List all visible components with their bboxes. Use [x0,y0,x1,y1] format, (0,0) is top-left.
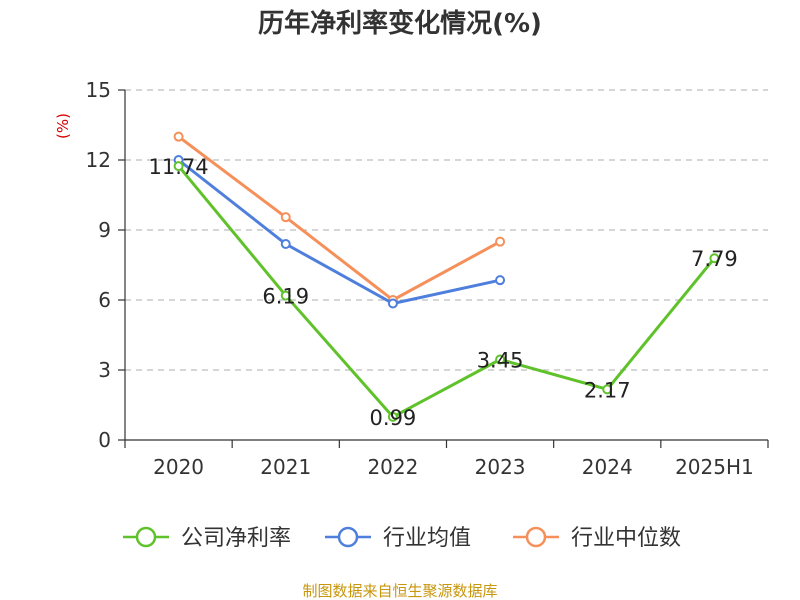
data-point [280,212,291,223]
y-tick-label: 6 [98,288,111,312]
data-point [280,239,291,249]
data-label: 11.74 [149,155,209,179]
legend-label: 行业中位数 [571,526,681,551]
y-tick-label: 9 [98,218,111,242]
x-tick-label: 2024 [582,455,633,479]
data-label: 6.19 [262,285,309,309]
legend: 公司净利率 行业均值 行业中位数 [123,526,681,551]
data-point [602,384,613,395]
y-tick-label: 0 [98,428,111,452]
y-tick-label: 15 [86,78,111,102]
series-line [177,165,716,419]
data-point [280,290,291,301]
y-tick-label: 12 [86,148,111,172]
data-point [387,411,398,422]
data-label: 0.99 [370,406,417,430]
x-tick-label: 2025H1 [675,455,754,479]
x-tick-label: 2023 [475,455,526,479]
data-point [709,253,720,264]
x-tick-label: 2021 [260,455,311,479]
legend-marker [135,526,157,548]
x-tick-label: 2022 [367,455,418,479]
data-point [495,354,506,365]
legend-marker [337,526,359,548]
data-point [495,275,506,286]
y-tick-label: 3 [98,358,111,382]
data-label: 7.79 [691,247,738,271]
series-line [177,135,501,302]
series-line [177,158,501,305]
series-layer [173,131,720,422]
x-tick-label: 2020 [153,455,204,479]
data-labels: 11.74 6.19 0.99 3.45 2.17 7.79 [149,155,738,430]
data-point [173,161,184,172]
legend-label: 公司净利率 [181,526,291,551]
data-point [173,131,184,142]
axes: 0 3 6 9 12 15 2020 2021 2022 2023 2024 2025H1 [86,78,769,479]
data-source-note: 制图数据来自恒生聚源数据库 [302,582,497,600]
data-label: 2.17 [584,378,631,402]
legend-label: 行业均值 [383,526,471,551]
y-axis-label: (%) [54,113,72,139]
grid-lines [125,89,768,371]
chart-title: 历年净利率变化情况(%) [258,8,542,39]
data-point [495,236,506,247]
data-point [387,298,398,309]
data-label: 3.45 [477,349,524,373]
legend-marker [525,526,547,548]
